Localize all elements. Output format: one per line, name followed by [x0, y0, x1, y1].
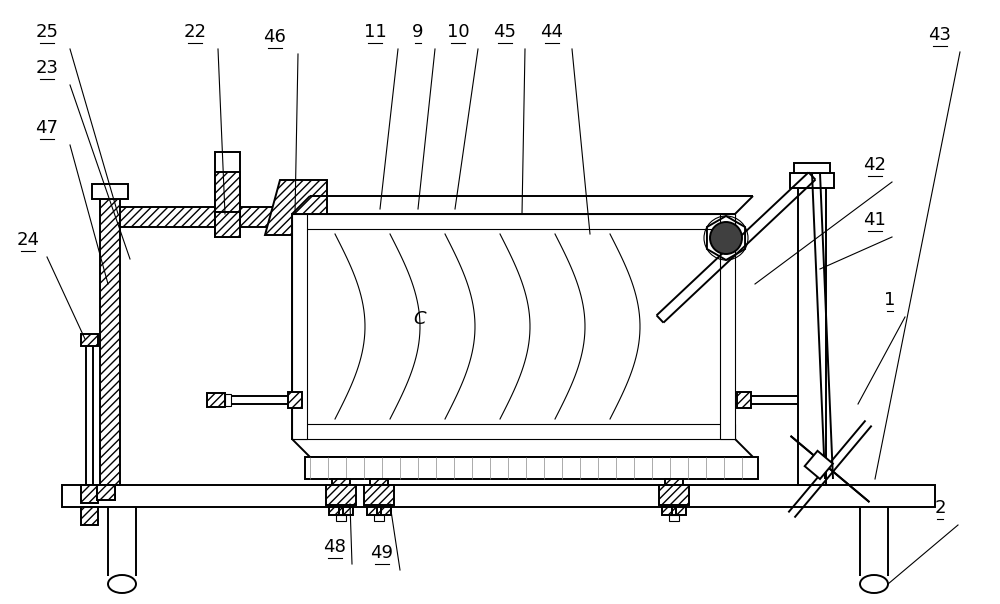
- Text: 41: 41: [864, 211, 886, 229]
- Bar: [737, 392, 751, 408]
- Bar: [798, 188, 826, 485]
- Text: 42: 42: [864, 156, 887, 174]
- Bar: [326, 485, 356, 505]
- Bar: [662, 507, 686, 515]
- Bar: [364, 485, 394, 505]
- Bar: [215, 212, 240, 237]
- Text: 9: 9: [412, 23, 424, 41]
- Bar: [332, 479, 350, 485]
- Bar: [665, 479, 683, 485]
- Bar: [805, 451, 833, 479]
- Bar: [374, 515, 384, 521]
- Text: 47: 47: [36, 119, 58, 137]
- Text: 2: 2: [934, 499, 946, 517]
- Bar: [790, 173, 834, 188]
- Bar: [794, 163, 830, 173]
- Bar: [215, 172, 240, 212]
- Bar: [720, 214, 735, 439]
- Bar: [367, 507, 391, 515]
- Bar: [225, 394, 231, 406]
- Text: 46: 46: [264, 28, 286, 46]
- Text: 11: 11: [364, 23, 386, 41]
- Bar: [100, 199, 120, 485]
- Bar: [207, 393, 225, 407]
- Bar: [215, 152, 240, 237]
- Bar: [81, 485, 98, 503]
- Bar: [292, 214, 307, 439]
- Text: 10: 10: [447, 23, 469, 41]
- Bar: [305, 457, 758, 479]
- Bar: [62, 485, 935, 507]
- Text: 1: 1: [884, 291, 896, 309]
- Bar: [97, 485, 115, 500]
- Polygon shape: [265, 180, 327, 235]
- Bar: [292, 214, 735, 439]
- Text: 45: 45: [494, 23, 516, 41]
- Bar: [292, 424, 735, 439]
- Text: 49: 49: [370, 544, 394, 562]
- Bar: [81, 507, 98, 525]
- Bar: [659, 485, 689, 505]
- Bar: [288, 392, 302, 408]
- Text: 25: 25: [36, 23, 58, 41]
- Ellipse shape: [860, 575, 888, 593]
- Text: 22: 22: [184, 23, 207, 41]
- Text: 43: 43: [928, 26, 952, 44]
- Bar: [97, 485, 115, 500]
- Bar: [329, 507, 353, 515]
- Bar: [81, 334, 98, 346]
- Ellipse shape: [108, 575, 136, 593]
- Text: 48: 48: [324, 538, 346, 556]
- Bar: [370, 479, 388, 485]
- Text: 44: 44: [540, 23, 564, 41]
- Text: C: C: [414, 310, 426, 328]
- Bar: [292, 214, 735, 229]
- Bar: [120, 207, 315, 227]
- Bar: [92, 184, 128, 199]
- Bar: [669, 515, 679, 521]
- Circle shape: [710, 222, 742, 254]
- Text: 23: 23: [36, 59, 58, 77]
- Bar: [336, 515, 346, 521]
- Text: 24: 24: [16, 231, 40, 249]
